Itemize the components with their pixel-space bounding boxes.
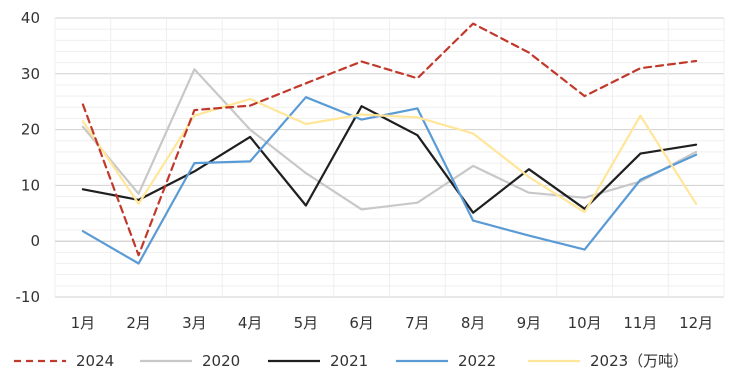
series-line-2023 bbox=[81, 97, 698, 214]
legend-label: 2022 bbox=[458, 352, 496, 370]
y-tick-label: 40 bbox=[21, 9, 40, 27]
grid-lines bbox=[54, 17, 725, 298]
x-tick-label: 7月 bbox=[405, 314, 430, 332]
y-tick-label: 30 bbox=[21, 65, 40, 83]
legend-label: 2020 bbox=[202, 352, 240, 370]
x-tick-label: 5月 bbox=[294, 314, 319, 332]
legend: 2024 2020 2021 2022 2023（万吨） bbox=[14, 352, 688, 370]
y-tick-label: 0 bbox=[30, 232, 40, 250]
y-tick-label: 20 bbox=[21, 121, 40, 139]
legend-label: 2024 bbox=[76, 352, 114, 370]
y-tick-label: -10 bbox=[16, 288, 41, 306]
x-tick-label: 1月 bbox=[71, 314, 96, 332]
x-tick-label: 8月 bbox=[461, 314, 486, 332]
x-tick-label: 12月 bbox=[679, 314, 713, 332]
x-tick-label: 10月 bbox=[568, 314, 602, 332]
series-lines bbox=[81, 22, 698, 265]
y-axis-ticks: -10 0 10 20 30 40 bbox=[16, 9, 41, 306]
series-line-2024 bbox=[81, 22, 698, 257]
x-tick-label: 2月 bbox=[126, 314, 151, 332]
legend-label: 2021 bbox=[330, 352, 368, 370]
x-tick-label: 4月 bbox=[238, 314, 263, 332]
legend-label: 2023（万吨） bbox=[590, 352, 688, 370]
y-tick-label: 10 bbox=[21, 176, 40, 194]
x-tick-label: 11月 bbox=[623, 314, 657, 332]
x-tick-label: 3月 bbox=[182, 314, 207, 332]
x-axis-ticks: 1月 2月 3月 4月 5月 6月 7月 8月 9月 10月 11月 12月 bbox=[71, 314, 714, 332]
x-tick-label: 9月 bbox=[517, 314, 542, 332]
series-line-2022 bbox=[81, 96, 698, 265]
x-tick-label: 6月 bbox=[349, 314, 374, 332]
series-line-2021 bbox=[81, 105, 698, 214]
